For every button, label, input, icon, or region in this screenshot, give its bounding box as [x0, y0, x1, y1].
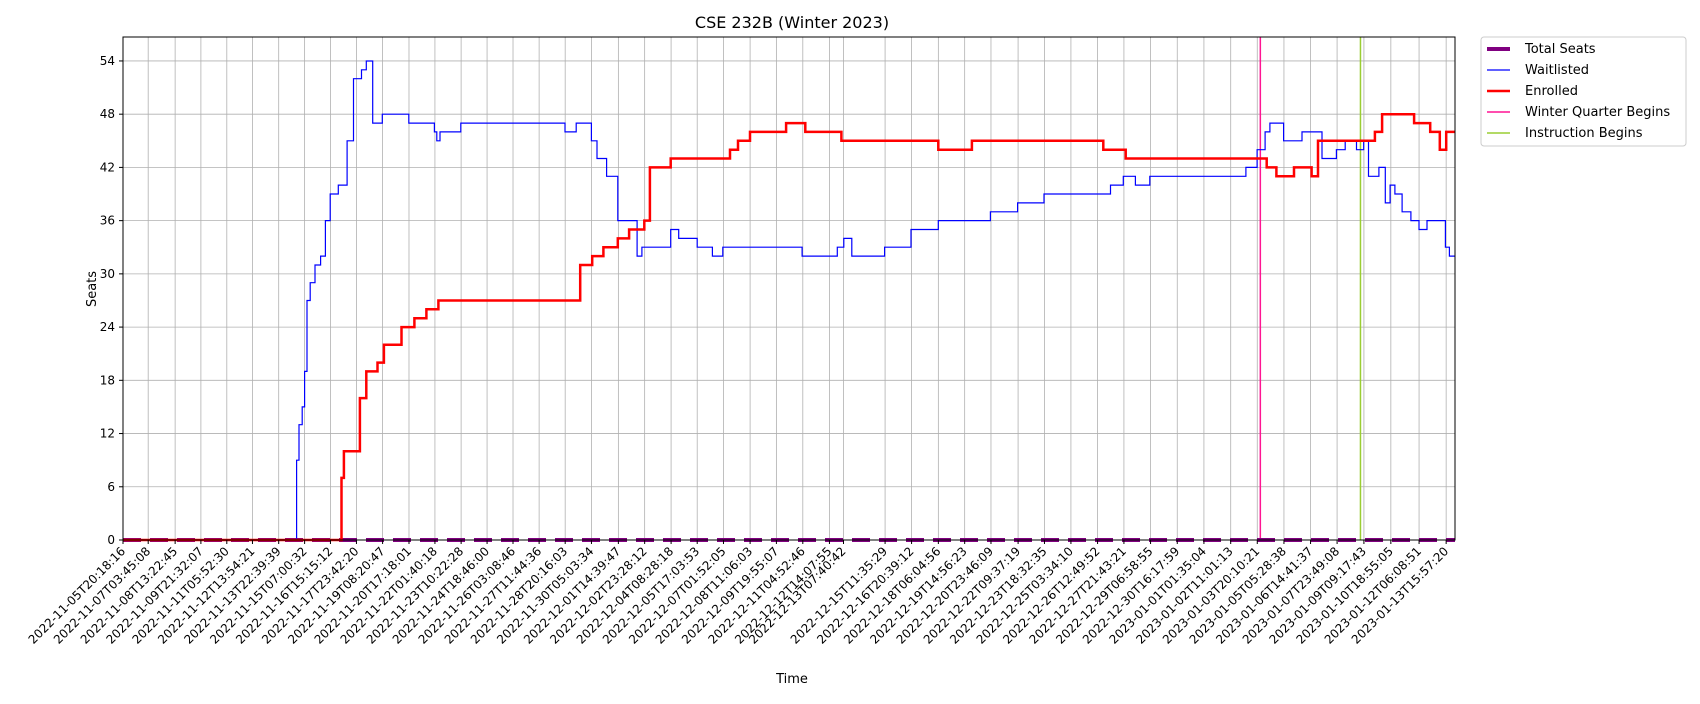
- vline-layer: [1259, 37, 1362, 540]
- grid-layer: [122, 37, 1455, 541]
- x-axis-ticks: 2022-11-05T20:18:162022-11-07T03:45:0820…: [26, 540, 1451, 647]
- y-tick-label: 0: [107, 533, 115, 547]
- plot-frame: [122, 36, 1456, 541]
- y-tick-label: 6: [107, 480, 115, 494]
- x-axis-label: Time: [775, 672, 808, 687]
- legend-label: Enrolled: [1525, 84, 1578, 99]
- y-tick-label: 36: [100, 214, 115, 228]
- legend-frame: [1480, 36, 1687, 147]
- legend-label: Total Seats: [1524, 42, 1596, 57]
- y-axis-label: Seats: [85, 271, 100, 307]
- chart-title: CSE 232B (Winter 2023): [695, 13, 889, 32]
- y-tick-label: 12: [100, 427, 115, 441]
- y-tick-label: 18: [100, 373, 115, 387]
- legend-label: Waitlisted: [1525, 63, 1589, 78]
- y-tick-label: 54: [100, 54, 115, 68]
- series-line-enrolled: [123, 112, 1455, 542]
- y-tick-label: 48: [100, 107, 115, 121]
- y-tick-label: 42: [100, 160, 115, 174]
- y-tick-label: 30: [100, 267, 115, 281]
- series-layer: [123, 60, 1455, 542]
- legend-label: Instruction Begins: [1525, 126, 1643, 141]
- y-axis-ticks: 0 6 12 18 24 30 36 42 48 54: [100, 54, 123, 547]
- legend: Total Seats Waitlisted Enrolled Winter Quar…: [1480, 36, 1687, 147]
- y-tick-label: 24: [100, 320, 115, 334]
- legend-label: Winter Quarter Begins: [1525, 105, 1670, 120]
- series-line-waitlisted: [123, 60, 1455, 541]
